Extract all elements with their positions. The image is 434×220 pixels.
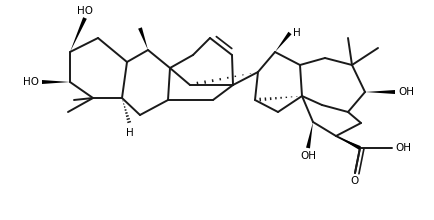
Text: H: H (126, 128, 134, 138)
Polygon shape (138, 27, 148, 50)
Text: O: O (350, 176, 358, 186)
Text: H: H (293, 28, 300, 38)
Polygon shape (364, 90, 394, 94)
Text: HO: HO (23, 77, 39, 87)
Polygon shape (274, 32, 291, 52)
Polygon shape (306, 122, 312, 148)
Polygon shape (42, 80, 70, 84)
Text: OH: OH (394, 143, 410, 153)
Polygon shape (335, 136, 360, 150)
Polygon shape (70, 17, 87, 52)
Text: OH: OH (397, 87, 413, 97)
Text: HO: HO (77, 6, 93, 16)
Text: OH: OH (299, 151, 315, 161)
